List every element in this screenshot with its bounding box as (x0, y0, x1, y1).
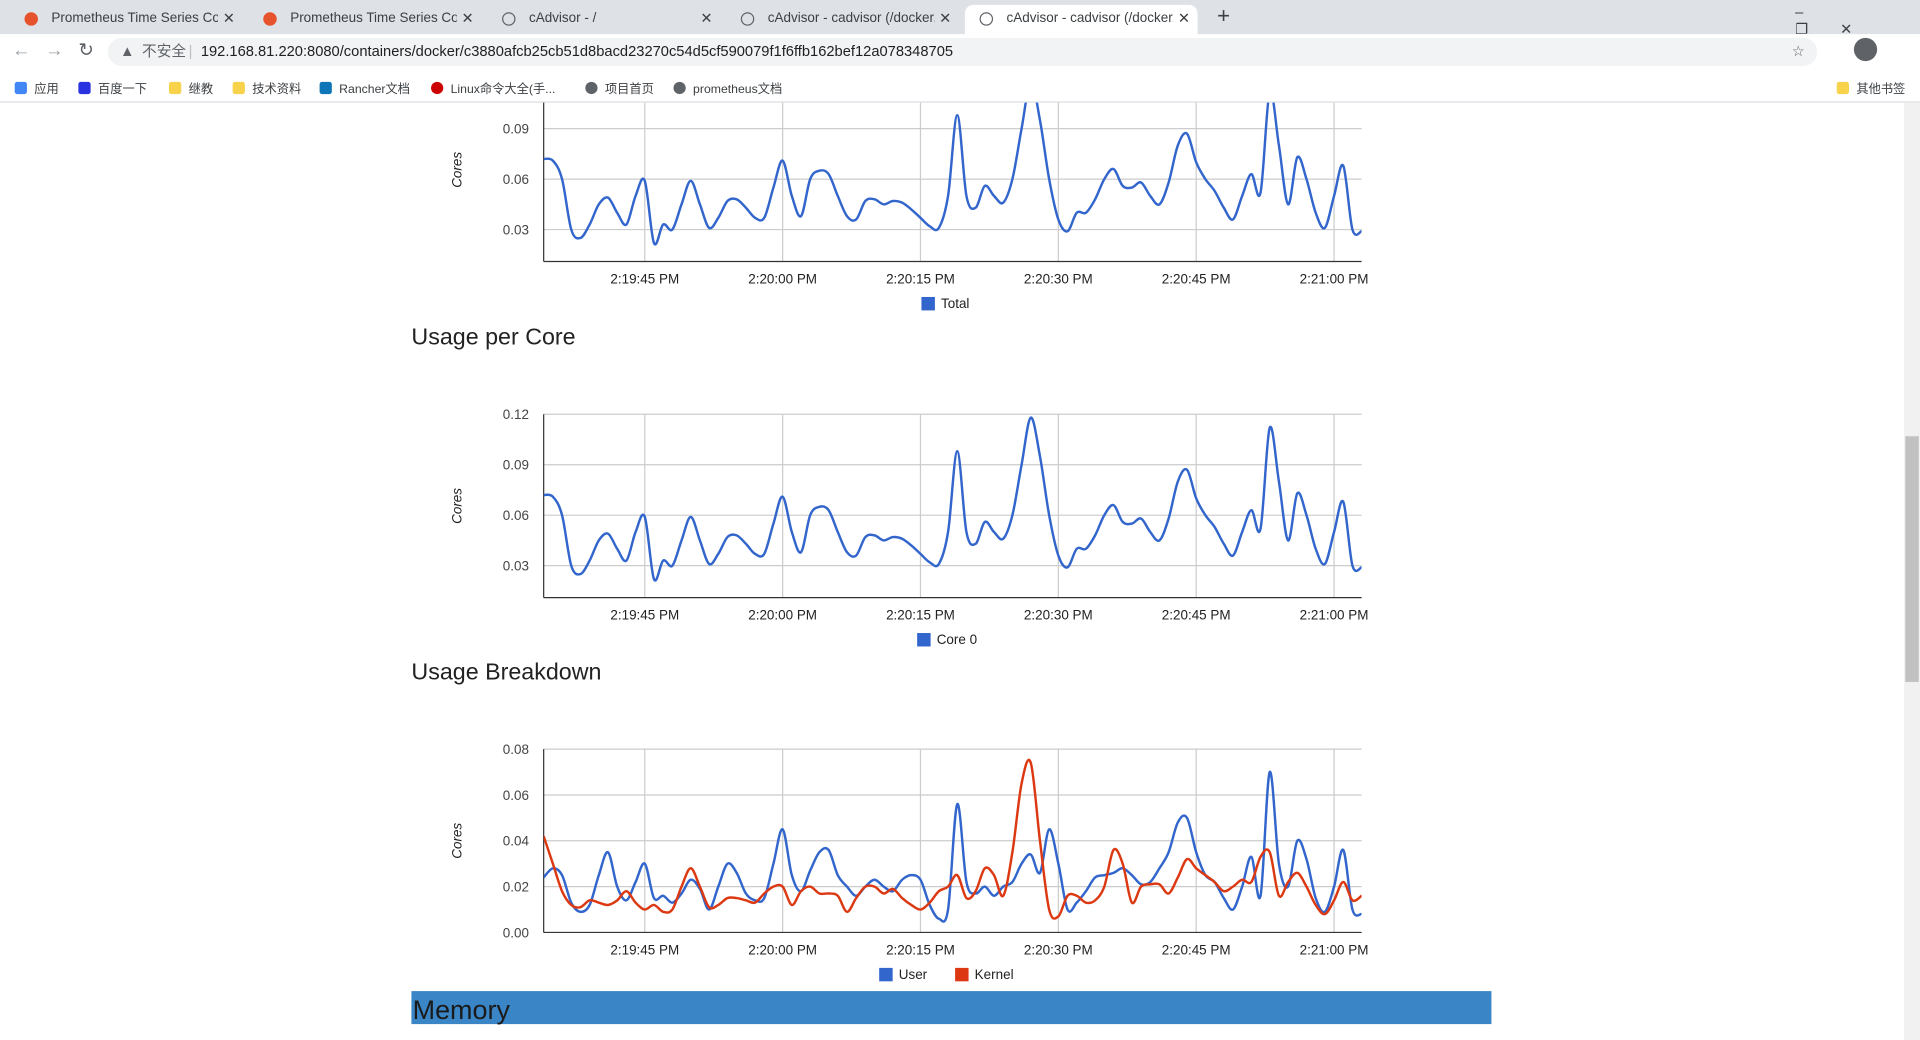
y-tick-label: 0.09 (503, 122, 529, 137)
y-tick-label: 0.00 (503, 925, 529, 940)
tab[interactable]: cAdvisor - cadvisor (/docker/c ✕ (964, 4, 1198, 35)
x-tick-label: 2:20:00 PM (748, 942, 817, 957)
bookmark-label: Rancher文档 (339, 83, 410, 97)
toolbar: ←→↻ ▲ 不安全 | 192.168.81.220:8080/containe… (0, 34, 1920, 70)
legend-label: Total (941, 296, 969, 311)
y-axis-label: Cores (450, 488, 465, 524)
bookmark-label: 项目首页 (604, 83, 654, 97)
tab-title: cAdvisor - cadvisor (/docker/c (767, 10, 935, 26)
y-tick-label: 0.06 (503, 788, 529, 803)
x-tick-label: 2:19:45 PM (610, 608, 679, 623)
chart-title: Usage Breakdown (411, 658, 601, 684)
y-tick-label: 0.06 (503, 508, 529, 523)
y-tick-label: 0.06 (503, 172, 529, 187)
x-tick-label: 2:20:45 PM (1162, 272, 1231, 287)
tab-title: Prometheus Time Series Colle (51, 10, 218, 26)
x-tick-label: 2:19:45 PM (610, 942, 679, 957)
charts: Memory Cores 0.03 0.06 0.09 2:19:45 PM 2:20:0… (411, 102, 1920, 1040)
security-label: 不安全 (142, 42, 187, 60)
x-tick-label: 2:20:45 PM (1162, 942, 1231, 957)
scrollbar-thumb[interactable] (1905, 436, 1919, 682)
bookmark-label: 继教 (188, 83, 214, 97)
tab[interactable]: cAdvisor - / ✕ (487, 5, 720, 34)
bookmarks-bar: 应用 百度一下 继教 技术资料 Rancher文档 Linux命令大全(手...… (0, 69, 1920, 103)
legend-swatch (917, 633, 931, 647)
legend-label: Core 0 (937, 632, 977, 647)
bookmark-label: 应用 (34, 83, 59, 97)
bookmark[interactable]: 继教 (168, 78, 214, 97)
profile[interactable] (1853, 37, 1878, 62)
bookmark[interactable]: 项目首页 (585, 78, 654, 97)
window-controls[interactable]: –❐✕ (1795, 3, 1885, 38)
tab-title: Prometheus Time Series Colle (290, 10, 457, 26)
y-tick-label: 0.09 (503, 458, 529, 473)
bookmark-label: 技术资料 (252, 83, 302, 97)
y-tick-label: 0.02 (503, 880, 529, 895)
address-bar[interactable]: ▲ 不安全 | 192.168.81.220:8080/containers/d… (107, 37, 1818, 66)
x-tick-label: 2:20:30 PM (1024, 942, 1093, 957)
series-line (543, 416, 1362, 582)
series-line (543, 770, 1362, 923)
y-tick-label: 0.03 (503, 222, 529, 237)
series-line (543, 758, 1362, 920)
tab-title: cAdvisor - cadvisor (/docker/c (1006, 10, 1174, 26)
url: 192.168.81.220:8080/containers/docker/c3… (200, 42, 954, 60)
y-tick-label: 0.03 (503, 559, 529, 574)
tab[interactable]: Prometheus Time Series Colle ✕ (249, 5, 482, 34)
bookmark[interactable]: 百度一下 (78, 78, 147, 97)
bookmark[interactable]: Rancher文档 (319, 78, 410, 97)
new-tab[interactable]: + (1217, 3, 1231, 29)
bookmark[interactable]: 应用 (14, 78, 59, 97)
y-axis-label: Cores (450, 823, 465, 859)
chart-title: Usage per Core (411, 324, 575, 350)
section-bar (411, 991, 1492, 1025)
x-tick-label: 2:20:15 PM (886, 942, 955, 957)
bookmark[interactable]: 技术资料 (232, 78, 302, 97)
section-heading: Memory (413, 995, 511, 1025)
legend-swatch (921, 296, 935, 311)
x-tick-label: 2:20:15 PM (886, 272, 955, 287)
nav-buttons[interactable]: ←→↻ (12, 40, 109, 62)
bookmark-label: Linux命令大全(手... (450, 83, 556, 97)
y-tick-label: 0.08 (503, 742, 529, 757)
bookmark-folder[interactable]: 其他书签 (1836, 78, 1906, 97)
x-tick-label: 2:20:45 PM (1162, 608, 1231, 623)
y-axis-label: Cores (450, 152, 465, 188)
tab[interactable]: cAdvisor - cadvisor (/docker/c ✕ (726, 5, 959, 34)
bookmark-label: prometheus文档 (693, 83, 783, 97)
legend-label: Kernel (975, 967, 1014, 982)
x-tick-label: 2:20:15 PM (886, 608, 955, 623)
legend-swatch (879, 967, 893, 982)
tab[interactable]: Prometheus Time Series Colle ✕ (10, 5, 243, 34)
bookmark-label: 百度一下 (97, 83, 147, 97)
legend-swatch (955, 967, 969, 982)
x-tick-label: 2:21:00 PM (1300, 608, 1369, 623)
x-tick-label: 2:20:30 PM (1024, 608, 1093, 623)
bookmark-label: 其他书签 (1856, 83, 1906, 97)
x-tick-label: 2:21:00 PM (1300, 272, 1369, 287)
x-tick-label: 2:20:00 PM (748, 272, 817, 287)
legend-label: User (899, 967, 928, 982)
y-tick-label: 0.12 (503, 407, 529, 422)
tab-title: cAdvisor - / (528, 10, 597, 26)
x-tick-label: 2:20:00 PM (748, 608, 817, 623)
page-content: Memory Cores 0.03 0.06 0.09 2:19:45 PM 2:20:0… (0, 102, 1920, 1040)
x-tick-label: 2:21:00 PM (1300, 942, 1369, 957)
bookmark[interactable]: Linux命令大全(手... (431, 78, 556, 97)
bookmark[interactable]: prometheus文档 (673, 78, 783, 97)
series-line (543, 102, 1362, 246)
x-tick-label: 2:20:30 PM (1024, 272, 1093, 287)
x-tick-label: 2:19:45 PM (610, 272, 679, 287)
tab-strip: Prometheus Time Series Colle ✕ Prometheus… (0, 0, 1920, 38)
y-tick-label: 0.04 (503, 834, 530, 849)
